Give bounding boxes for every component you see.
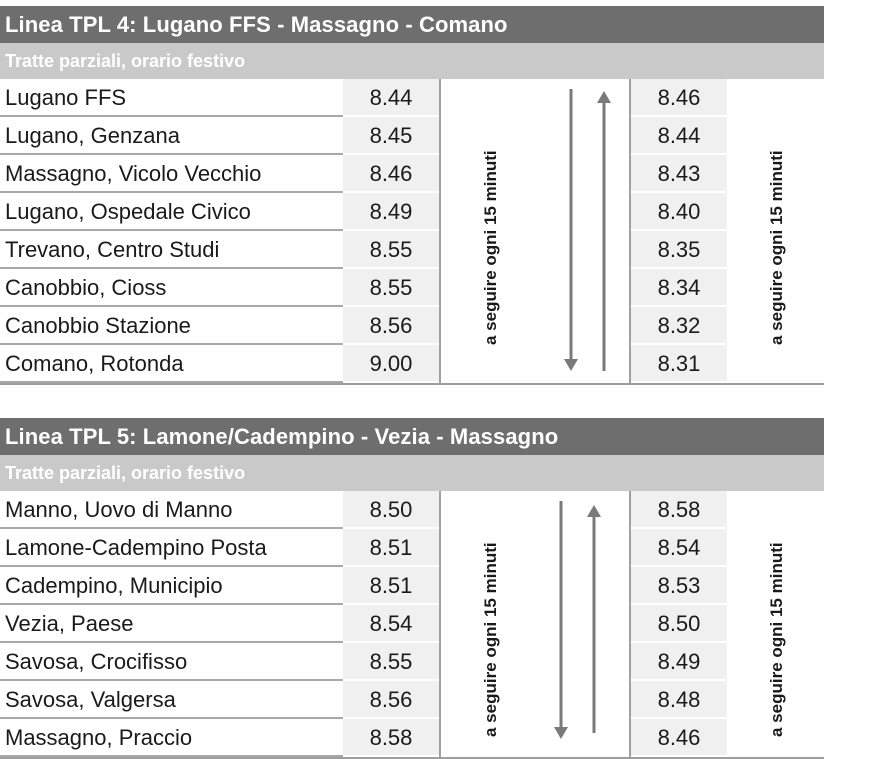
table-row: Massagno, Praccio 8.58 8.46 — [0, 719, 824, 757]
departure-time: 8.55 — [343, 231, 439, 269]
departure-time: 8.49 — [343, 193, 439, 231]
departure-time: 8.45 — [343, 117, 439, 155]
return-time: 8.40 — [631, 193, 727, 231]
departure-time: 8.51 — [343, 567, 439, 605]
return-time: 8.50 — [631, 605, 727, 643]
table-row: Lugano, Ospedale Civico 8.49 8.40 — [0, 193, 824, 231]
table-grid: a seguire ogni 15 minuti a seguire ogni … — [0, 79, 824, 385]
stop-name: Vezia, Paese — [0, 605, 343, 643]
table-row: Savosa, Crocifisso 8.55 8.49 — [0, 643, 824, 681]
departure-time: 8.50 — [343, 491, 439, 529]
table-subtitle: Tratte parziali, orario festivo — [0, 43, 824, 79]
departure-time: 8.51 — [343, 529, 439, 567]
stop-name: Manno, Uovo di Manno — [0, 491, 343, 529]
stop-name: Trevano, Centro Studi — [0, 231, 343, 269]
direction-arrows — [554, 501, 601, 739]
return-time: 8.54 — [631, 529, 727, 567]
departure-time: 8.46 — [343, 155, 439, 193]
table-row: Vezia, Paese 8.54 8.50 — [0, 605, 824, 643]
table-title: Linea TPL 5: Lamone/Cadempino - Vezia - … — [0, 418, 824, 455]
stop-name: Canobbio, Cioss — [0, 269, 343, 307]
table-row: Comano, Rotonda 9.00 8.31 — [0, 345, 824, 383]
table-row: Manno, Uovo di Manno 8.50 8.58 — [0, 491, 824, 529]
departure-time: 8.55 — [343, 269, 439, 307]
table-row: Lugano, Genzana 8.45 8.44 — [0, 117, 824, 155]
stop-name: Comano, Rotonda — [0, 345, 343, 383]
table-grid: a seguire ogni 15 minuti a seguire ogni … — [0, 491, 824, 759]
table-title: Linea TPL 4: Lugano FFS - Massagno - Com… — [0, 6, 824, 43]
return-time: 8.35 — [631, 231, 727, 269]
table-row: Massagno, Vicolo Vecchio 8.46 8.43 — [0, 155, 824, 193]
return-time: 8.31 — [631, 345, 727, 383]
return-time: 8.49 — [631, 643, 727, 681]
departure-time: 8.56 — [343, 307, 439, 345]
return-time: 8.53 — [631, 567, 727, 605]
departure-time: 8.44 — [343, 79, 439, 117]
departure-time: 9.00 — [343, 345, 439, 383]
stop-name: Savosa, Crocifisso — [0, 643, 343, 681]
frequency-column: a seguire ogni 15 minuti — [727, 79, 824, 383]
stop-name: Savosa, Valgersa — [0, 681, 343, 719]
stop-name: Lugano, Genzana — [0, 117, 343, 155]
arrow-down-icon — [564, 359, 578, 371]
timetable-line-5: Linea TPL 5: Lamone/Cadempino - Vezia - … — [0, 418, 824, 759]
return-time: 8.44 — [631, 117, 727, 155]
departure-time: 8.55 — [343, 643, 439, 681]
table-row: Cadempino, Municipio 8.51 8.53 — [0, 567, 824, 605]
stop-name: Lamone-Cadempino Posta — [0, 529, 343, 567]
stop-name: Massagno, Vicolo Vecchio — [0, 155, 343, 193]
table-subtitle: Tratte parziali, orario festivo — [0, 455, 824, 491]
direction-column: a seguire ogni 15 minuti — [439, 491, 631, 757]
departure-time: 8.56 — [343, 681, 439, 719]
table-row: Canobbio Stazione 8.56 8.32 — [0, 307, 824, 345]
direction-column: a seguire ogni 15 minuti — [439, 79, 631, 383]
table-row: Lamone-Cadempino Posta 8.51 8.54 — [0, 529, 824, 567]
timetable-line-4: Linea TPL 4: Lugano FFS - Massagno - Com… — [0, 6, 824, 385]
stop-name: Cadempino, Municipio — [0, 567, 343, 605]
arrow-up-icon — [597, 91, 611, 103]
stop-name: Canobbio Stazione — [0, 307, 343, 345]
table-row: Trevano, Centro Studi 8.55 8.35 — [0, 231, 824, 269]
return-time: 8.34 — [631, 269, 727, 307]
return-time: 8.32 — [631, 307, 727, 345]
return-time: 8.46 — [631, 79, 727, 117]
table-row: Canobbio, Cioss 8.55 8.34 — [0, 269, 824, 307]
return-time: 8.48 — [631, 681, 727, 719]
return-time: 8.43 — [631, 155, 727, 193]
direction-arrows — [564, 89, 611, 371]
departure-time: 8.54 — [343, 605, 439, 643]
table-row: Lugano FFS 8.44 8.46 — [0, 79, 824, 117]
arrow-down-icon — [554, 727, 568, 739]
frequency-column: a seguire ogni 15 minuti — [727, 491, 824, 757]
stop-name: Massagno, Praccio — [0, 719, 343, 757]
stop-name: Lugano, Ospedale Civico — [0, 193, 343, 231]
departure-time: 8.58 — [343, 719, 439, 757]
return-time: 8.58 — [631, 491, 727, 529]
return-time: 8.46 — [631, 719, 727, 757]
arrow-up-icon — [587, 505, 601, 517]
table-row: Savosa, Valgersa 8.56 8.48 — [0, 681, 824, 719]
stop-name: Lugano FFS — [0, 79, 343, 117]
